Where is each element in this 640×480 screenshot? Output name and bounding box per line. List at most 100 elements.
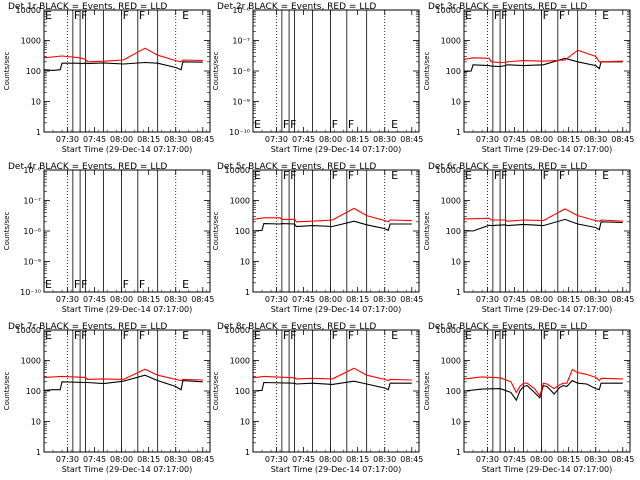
y-tick-label: 10⁻⁹: [23, 258, 41, 267]
series-line-events: [43, 374, 203, 391]
series-line-events: [463, 218, 623, 232]
x-tick-label: 07:45: [83, 135, 106, 144]
x-tick-label: 07:30: [56, 455, 79, 464]
plot-frame: [463, 169, 631, 293]
y-tick-label: 10: [31, 98, 41, 107]
x-tick-label: 08:00: [110, 135, 133, 144]
flag-label: E: [602, 169, 609, 182]
x-tick-label: 07:30: [56, 135, 79, 144]
flag-label: F: [123, 278, 129, 291]
y-tick-label: 1: [456, 128, 461, 137]
flag-label: F: [81, 278, 87, 291]
x-tick-label: 07:45: [503, 135, 526, 144]
flag-label: F: [501, 9, 507, 22]
x-tick-label: 08:15: [346, 135, 369, 144]
flag-label: F: [290, 118, 296, 131]
panel-title: Det 6r BLACK = Events, RED = LLD: [428, 162, 587, 172]
x-tick-label: 08:15: [137, 455, 160, 464]
series-line-lld: [463, 49, 623, 64]
y-tick-label: 10000: [225, 166, 250, 175]
x-tick-label: 07:45: [503, 295, 526, 304]
x-tick-label: 07:45: [83, 455, 106, 464]
y-tick-label: 1: [456, 448, 461, 457]
x-tick-label: 08:15: [137, 135, 160, 144]
x-tick-label: 07:45: [83, 295, 106, 304]
x-tick-label: 07:45: [292, 135, 315, 144]
y-tick-label: 10⁻⁷: [232, 37, 250, 46]
x-axis-label: Start Time (29-Dec-14 07:17:00): [482, 145, 613, 154]
plot-frame: [252, 169, 420, 293]
flag-label: F: [290, 329, 296, 342]
x-tick-label: 08:30: [164, 455, 187, 464]
flag-label: F: [494, 9, 500, 22]
x-tick-label: 08:45: [400, 295, 423, 304]
x-axis-label: Start Time (29-Dec-14 07:17:00): [482, 305, 613, 314]
panel-det6: Det 6r BLACK = Events, RED = LLD10000100…: [423, 162, 634, 314]
x-tick-label: 08:30: [164, 295, 187, 304]
flag-label: F: [290, 169, 296, 182]
flag-label: F: [283, 118, 289, 131]
plot-frame: [252, 329, 420, 453]
panel-det7: Det 7r BLACK = Events, RED = LLD10000100…: [3, 322, 214, 474]
flag-label: E: [182, 278, 189, 291]
x-tick-label: 08:45: [611, 455, 634, 464]
y-tick-label: 10⁻⁸: [23, 227, 41, 236]
y-tick-label: 10000: [16, 326, 41, 335]
y-tick-label: 1: [36, 128, 41, 137]
flag-label: F: [332, 169, 338, 182]
y-tick-label: 1000: [230, 357, 250, 366]
x-tick-label: 08:30: [373, 455, 396, 464]
y-tick-label: 10⁻⁷: [23, 197, 41, 206]
y-tick-label: 1000: [21, 37, 41, 46]
series-line-lld: [252, 367, 412, 382]
flag-label: F: [543, 9, 549, 22]
flag-label: F: [559, 169, 565, 182]
panel-title: Det 8r BLACK = Events, RED = LLD: [217, 322, 376, 332]
flag-label: E: [45, 329, 52, 342]
y-tick-label: 1: [456, 288, 461, 297]
y-tick-label: 10000: [436, 6, 461, 15]
y-tick-label: 1000: [441, 197, 461, 206]
flag-label: F: [74, 329, 80, 342]
flag-label: F: [283, 329, 289, 342]
panel-det8: Det 8r BLACK = Events, RED = LLD10000100…: [212, 322, 423, 474]
flag-label: E: [465, 9, 472, 22]
y-tick-label: 100: [26, 387, 41, 396]
y-tick-label: 10: [240, 418, 250, 427]
y-axis-label: Counts/sec: [423, 212, 431, 251]
y-tick-label: 10: [31, 418, 41, 427]
x-tick-label: 08:30: [584, 295, 607, 304]
flag-label: F: [74, 9, 80, 22]
x-tick-label: 08:30: [373, 135, 396, 144]
x-tick-label: 08:15: [346, 295, 369, 304]
panel-title: Det 2r BLACK = Events, RED = LLD: [217, 2, 376, 12]
y-tick-label: 10000: [225, 326, 250, 335]
flag-label: F: [139, 278, 145, 291]
x-tick-label: 07:30: [56, 295, 79, 304]
x-tick-label: 07:30: [476, 135, 499, 144]
series-line-events: [252, 380, 412, 392]
x-axis-label: Start Time (29-Dec-14 07:17:00): [271, 465, 402, 474]
plot-frame: [43, 9, 211, 133]
x-tick-label: 08:30: [373, 295, 396, 304]
x-tick-label: 08:30: [584, 455, 607, 464]
x-axis-label: Start Time (29-Dec-14 07:17:00): [62, 305, 193, 314]
plot-frame: [43, 329, 211, 453]
x-tick-label: 07:30: [476, 295, 499, 304]
series-line-events: [463, 57, 623, 73]
panel-title: Det 5r BLACK = Events, RED = LLD: [217, 162, 376, 172]
x-axis-label: Start Time (29-Dec-14 07:17:00): [482, 465, 613, 474]
flag-label: E: [391, 329, 398, 342]
y-axis-label: Counts/sec: [212, 212, 220, 251]
x-tick-label: 08:00: [319, 295, 342, 304]
y-tick-label: 100: [235, 227, 250, 236]
flag-label: F: [139, 9, 145, 22]
y-tick-label: 1: [36, 448, 41, 457]
x-axis-label: Start Time (29-Dec-14 07:17:00): [62, 145, 193, 154]
x-tick-label: 07:30: [476, 455, 499, 464]
flag-label: E: [391, 169, 398, 182]
x-tick-label: 08:15: [137, 295, 160, 304]
series-line-lld: [252, 207, 412, 223]
flag-label: E: [465, 169, 472, 182]
